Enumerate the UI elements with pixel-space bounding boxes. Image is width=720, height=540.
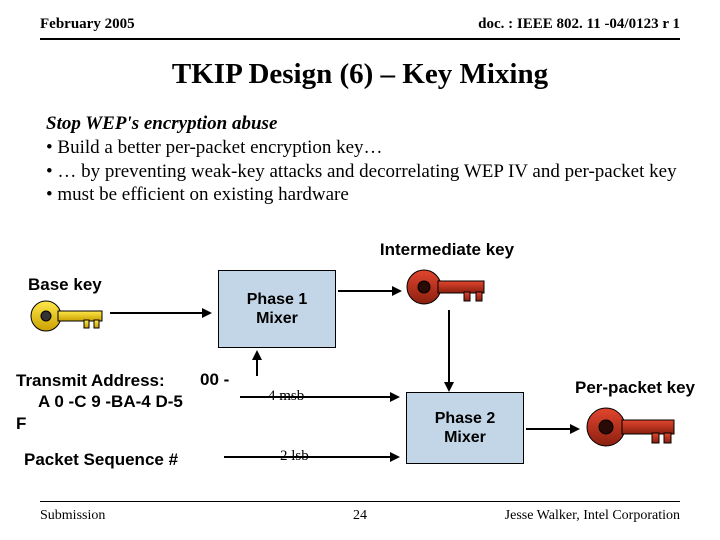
transmit-prefix: 00 - xyxy=(200,370,240,390)
header-rule xyxy=(40,38,680,40)
header-docref: doc. : IEEE 802. 11 -04/0123 r 1 xyxy=(478,16,680,33)
label-seq: Packet Sequence # xyxy=(24,450,224,470)
phase1-box: Phase 1 Mixer xyxy=(218,270,336,348)
transmit-line2: A 0 -C 9 -BA-4 D-5 F xyxy=(16,392,183,432)
arrow-msb-to-p2 xyxy=(240,396,398,398)
arrow-seq-to-p2 xyxy=(224,456,398,458)
header-date: February 2005 xyxy=(40,16,135,33)
key-icon xyxy=(28,298,106,334)
slide-header: February 2005 doc. : IEEE 802. 11 -04/01… xyxy=(40,16,680,33)
slide-title: TKIP Design (6) – Key Mixing xyxy=(0,58,720,91)
label-perpacket: Per-packet key xyxy=(560,378,710,398)
lead-line: Stop WEP's encryption abuse xyxy=(46,112,680,136)
page-number: 24 xyxy=(0,508,720,524)
arrow-base-to-p1 xyxy=(110,312,210,314)
bullet-1: • Build a better per-packet encryption k… xyxy=(46,136,680,160)
key-icon xyxy=(404,266,488,308)
arrow-p2-to-ppkey xyxy=(526,428,578,430)
bullet-3: • must be efficient on existing hardware xyxy=(46,183,680,207)
bullet-2: • … by preventing weak-key attacks and d… xyxy=(46,160,680,184)
label-transmit: Transmit Address: A 0 -C 9 -BA-4 D-5 F xyxy=(16,370,196,434)
transmit-line1: Transmit Address: xyxy=(16,371,165,390)
label-intermediate: Intermediate key xyxy=(362,240,532,260)
arrow-p1-to-intkey xyxy=(338,290,400,292)
label-basekey: Base key xyxy=(28,275,148,295)
arrow-int-to-p2 xyxy=(448,310,450,390)
body-text: Stop WEP's encryption abuse • Build a be… xyxy=(46,112,680,207)
key-icon xyxy=(584,404,680,450)
phase2-box: Phase 2 Mixer xyxy=(406,392,524,464)
footer-rule xyxy=(40,501,680,502)
arrow-tx-to-p1 xyxy=(256,352,258,376)
